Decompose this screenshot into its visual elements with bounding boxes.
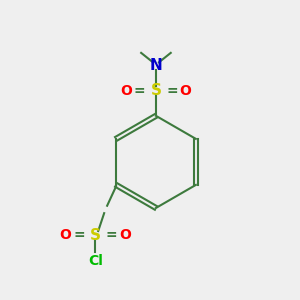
Text: N: N xyxy=(150,58,162,73)
Text: =: = xyxy=(106,229,117,242)
Text: =: = xyxy=(73,229,85,242)
Text: S: S xyxy=(150,83,161,98)
Text: Cl: Cl xyxy=(88,254,103,268)
Text: O: O xyxy=(60,229,71,242)
Text: O: O xyxy=(120,84,132,98)
Text: O: O xyxy=(119,229,131,242)
Text: =: = xyxy=(167,84,178,98)
Text: =: = xyxy=(134,84,146,98)
Text: S: S xyxy=(90,228,101,243)
Text: O: O xyxy=(180,84,192,98)
